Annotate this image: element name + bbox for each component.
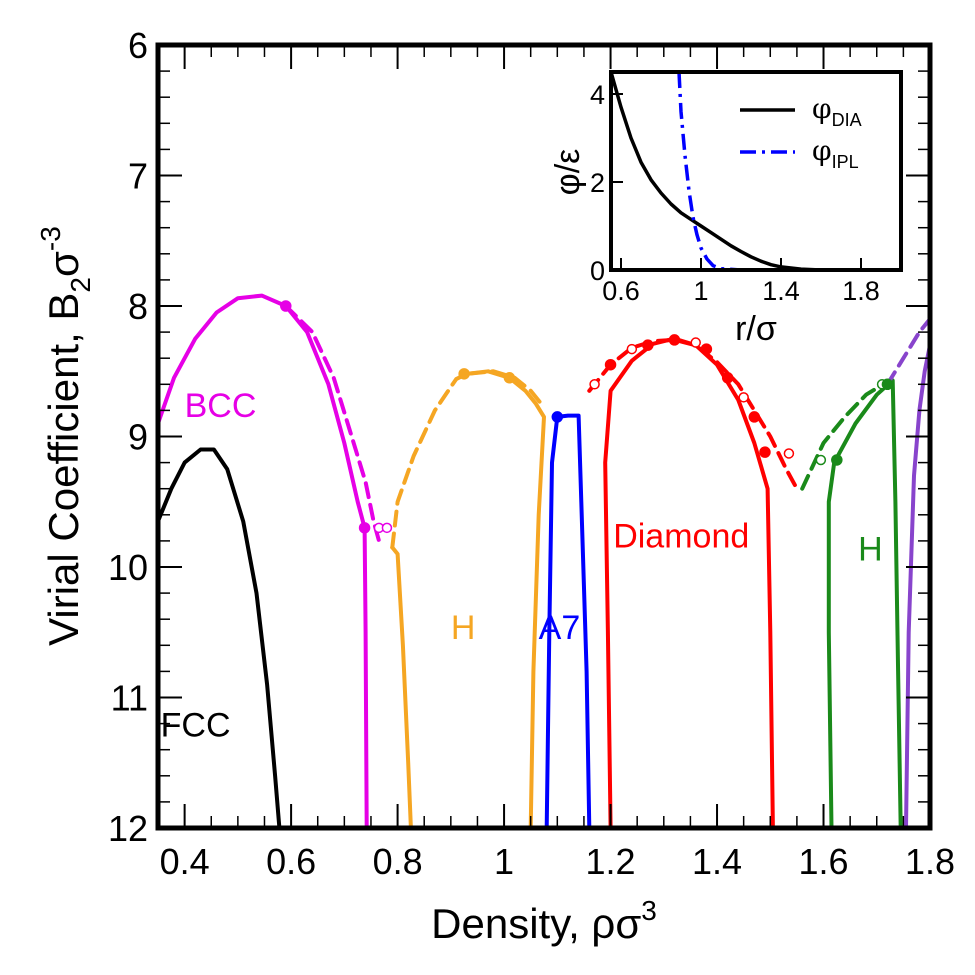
series-diamond-dashed [587,337,799,491]
phase-label-fcc: FCC [161,707,231,745]
y-tick-label: 6 [128,25,148,66]
series-diamond [603,336,775,828]
series-extra-purple [904,343,930,828]
data-marker [668,334,681,346]
inset-x-tick-label: 1.4 [762,276,800,306]
data-marker [503,372,516,384]
data-marker [642,339,654,351]
x-tick-label: 0.8 [373,841,423,882]
inset-x-tick-label: 1 [693,276,708,306]
data-marker [738,392,749,403]
inset-series-layer [611,72,891,270]
data-marker [700,343,713,355]
series-h-green [826,378,903,828]
data-marker [280,300,292,312]
y-tick-label: 12 [108,808,148,849]
phase-label-bcc: BCC [185,387,257,425]
y-tick-label: 8 [128,286,148,327]
inset-series-dia [611,72,891,270]
x-tick-label: 1.2 [586,841,636,882]
inset-x-tick-label: 1.8 [842,276,880,306]
inset-series-ipl [677,72,742,270]
x-tick-label: 1.8 [905,841,955,882]
y-axis-title: Virial Coefficient, B2σ-3 [35,226,96,646]
series-a7 [544,413,592,828]
x-tick-label: 1.4 [692,841,742,882]
y-tick-label: 9 [128,417,148,458]
data-marker [381,522,393,534]
y-tick-label: 10 [108,547,148,588]
inset-x-tick-label: 0.6 [602,276,640,306]
data-marker [759,446,771,458]
inset-y-tick-label: 2 [590,168,605,198]
series-h-orange-dashed [390,369,544,550]
inset-plot: 0.6 1 1.4 1.8 0 2 4 r/σ φ/ε φDIA φIPL [549,70,903,348]
data-marker [881,378,894,391]
data-marker [721,372,734,384]
data-marker [358,522,371,534]
inset-y-tick-label: 4 [590,80,605,110]
x-tick-label: 0.6 [266,841,316,882]
data-marker [458,368,470,380]
phase-label-diamond: Diamond [613,517,749,555]
series-fcc [158,447,282,828]
phase-label-h: H [858,530,883,568]
data-marker [604,358,617,371]
legend-label-ipl: φIPL [812,134,859,172]
data-marker [783,448,795,459]
inset-y-tick-label: 0 [590,256,605,286]
series-bcc-dashed [283,304,381,543]
y-tick-label: 7 [128,156,148,197]
x-tick-label: 0.4 [160,841,210,882]
series-bcc [158,293,369,828]
series-h-orange-arch [464,369,546,828]
y-tick-label: 11 [111,678,148,719]
phase-label-a7: A7 [539,609,581,647]
inset-ticks: 0.6 1 1.4 1.8 0 2 4 [590,80,880,306]
inset-x-axis-title: r/σ [735,310,777,348]
data-marker [551,411,564,423]
x-axis-title: Density, ρσ3 [431,895,657,947]
x-axis-ticks: 0.4 0.6 0.8 1 1.2 1.4 1.6 1.8 [157,45,955,882]
data-marker [589,379,600,390]
phase-labels: FCC BCC H A7 Diamond H [161,387,883,745]
data-marker [690,337,701,348]
inset-y-axis-title: φ/ε [549,149,587,196]
x-tick-label: 1 [494,841,514,882]
x-tick-label: 1.6 [798,841,848,882]
marker-layer [280,300,894,534]
series-extra-purple-dashed [885,317,930,387]
inset-legend: φDIA φIPL [740,92,862,172]
inset-frame [609,70,903,272]
legend-label-dia: φDIA [812,92,862,130]
series-h-orange [390,545,413,828]
data-marker [626,343,638,355]
phase-label-h: H [451,609,476,647]
data-marker [748,411,761,423]
data-marker [831,454,843,466]
series-layer [158,293,930,828]
data-marker [815,454,827,466]
